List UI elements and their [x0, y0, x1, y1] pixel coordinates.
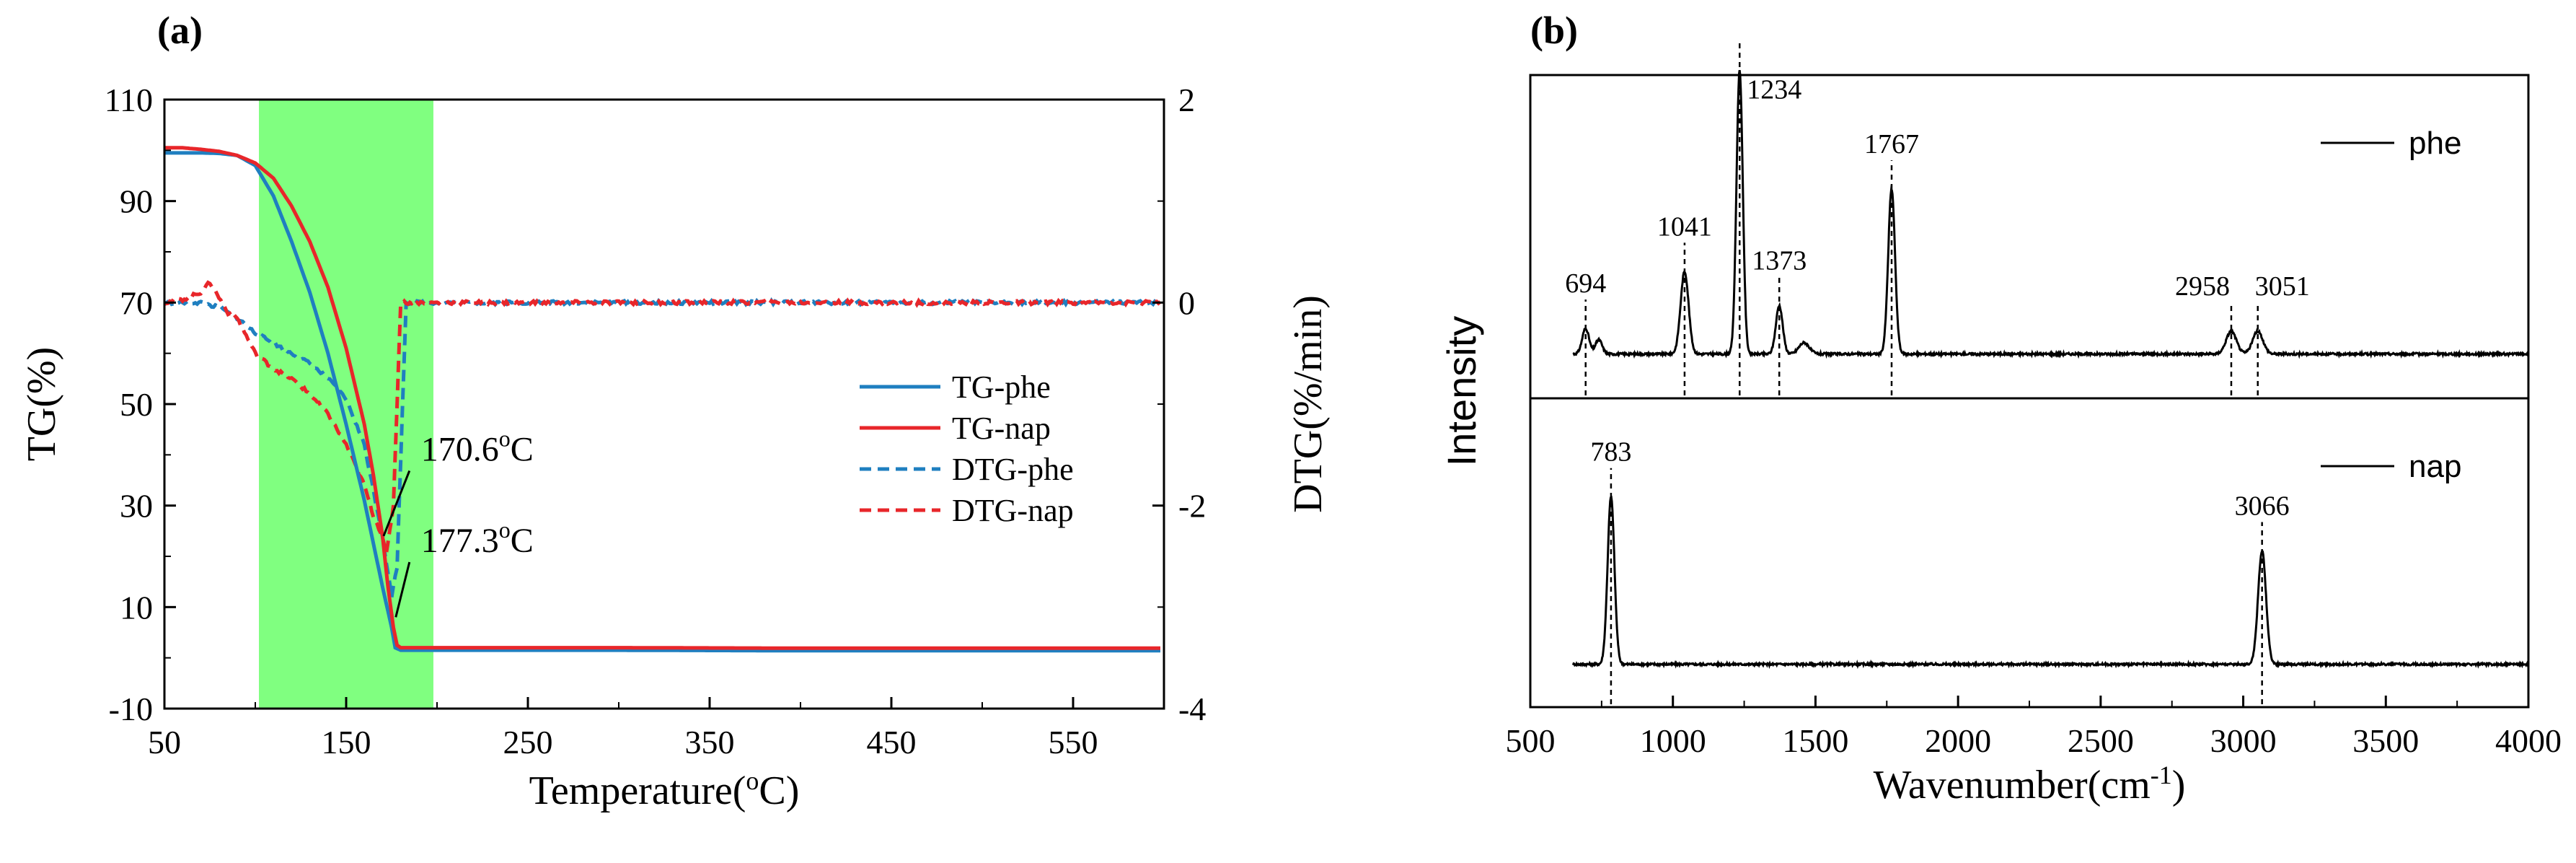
legend-label-dtg-phe: DTG-phe: [952, 452, 1074, 487]
series-tg-phe-line: [164, 151, 1160, 653]
y-tick-label: 90: [120, 183, 153, 220]
y-tick-label: 30: [120, 488, 153, 525]
x-tick-label: 550: [1049, 724, 1098, 761]
y-tick-label: 70: [120, 284, 153, 321]
y-tick-label: -10: [109, 691, 153, 727]
series-dtg-nap-line: [164, 280, 1162, 556]
y2-tick-label: 2: [1178, 82, 1195, 118]
x-tick-label: 4000: [2495, 722, 2562, 759]
legend-label-dtg-nap: DTG-nap: [952, 493, 1074, 528]
y-axis-label-intensity: Intensity: [1439, 316, 1484, 467]
y-tick-label: 50: [120, 386, 153, 423]
annotation-arrow: [382, 470, 411, 537]
x-tick-label: 2500: [2068, 722, 2134, 759]
series-dtg-phe-line: [163, 297, 1161, 598]
x-tick-label: 350: [685, 724, 735, 761]
x-tick-label: 3000: [2210, 722, 2277, 759]
panel-label-a: (a): [157, 9, 203, 52]
chart-a-legend: TG-phe TG-nap DTG-phe DTG-nap: [860, 369, 1074, 528]
x-tick-label: 450: [867, 724, 917, 761]
peak-label-2958: 2958: [2175, 271, 2230, 302]
legend-label-phe: phe: [2409, 126, 2461, 161]
peak-label-3051: 3051: [2255, 271, 2310, 302]
peak-label-1041: 1041: [1657, 211, 1712, 242]
y-tick-label: 10: [120, 589, 153, 626]
x-axis-label-wavenumber: Wavenumber(cm-1): [1874, 761, 2186, 807]
legend-label-tg-nap: TG-nap: [952, 411, 1051, 446]
x-tick-label: 3500: [2352, 722, 2419, 759]
chart-b-raman: (b) 500 1000 1500 2000 2500 3000 3500 4000 694 1…: [1439, 9, 2562, 807]
x-tick-label: 2000: [1925, 722, 1991, 759]
peak-label-1234: 1234: [1747, 75, 1801, 105]
x-tick-label: 500: [1506, 722, 1556, 759]
spectrum-nap: [1571, 495, 2530, 670]
legend-label-nap: nap: [2409, 449, 2461, 484]
x-tick-label: 250: [503, 724, 553, 761]
annotation-temperature-1: 170.6oC: [421, 425, 534, 468]
annotation-arrow: [394, 561, 411, 618]
peak-label-694: 694: [1565, 268, 1606, 299]
x-tick-label: 150: [322, 724, 371, 761]
series-tg-nap-line: [164, 146, 1160, 650]
peak-label-1373: 1373: [1752, 246, 1807, 276]
annotation-temperature-2: 177.3oC: [421, 517, 534, 560]
x-tick-label: 50: [148, 724, 181, 761]
panel-label-b: (b): [1530, 9, 1578, 52]
y-axis-label-dtg: DTG(%/min): [1286, 295, 1331, 513]
temperature-range-highlight: [259, 100, 433, 709]
spectrum-phe: [1572, 69, 2530, 359]
peak-label-783: 783: [1590, 437, 1631, 468]
chart-a-tg-dtg: (a) 50 150 250 350 450 550 -10 10 30 50 70 90 110 -4 -…: [19, 9, 1331, 813]
peak-label-3066: 3066: [2235, 491, 2290, 522]
x-tick-label: 1500: [1782, 722, 1848, 759]
y2-tick-label: -4: [1178, 691, 1206, 727]
legend-label-tg-phe: TG-phe: [952, 369, 1051, 405]
chart-b-plot-frame: [1529, 74, 2530, 709]
x-tick-label: 1000: [1640, 722, 1706, 759]
y2-tick-label: 0: [1178, 284, 1195, 321]
y-axis-label-tg: TG(%): [19, 347, 64, 462]
x-axis-label-temperature: Temperature(oC): [529, 766, 800, 813]
y2-tick-label: -2: [1178, 488, 1206, 525]
y-tick-label: 110: [105, 82, 153, 118]
peak-label-1767: 1767: [1864, 129, 1919, 159]
